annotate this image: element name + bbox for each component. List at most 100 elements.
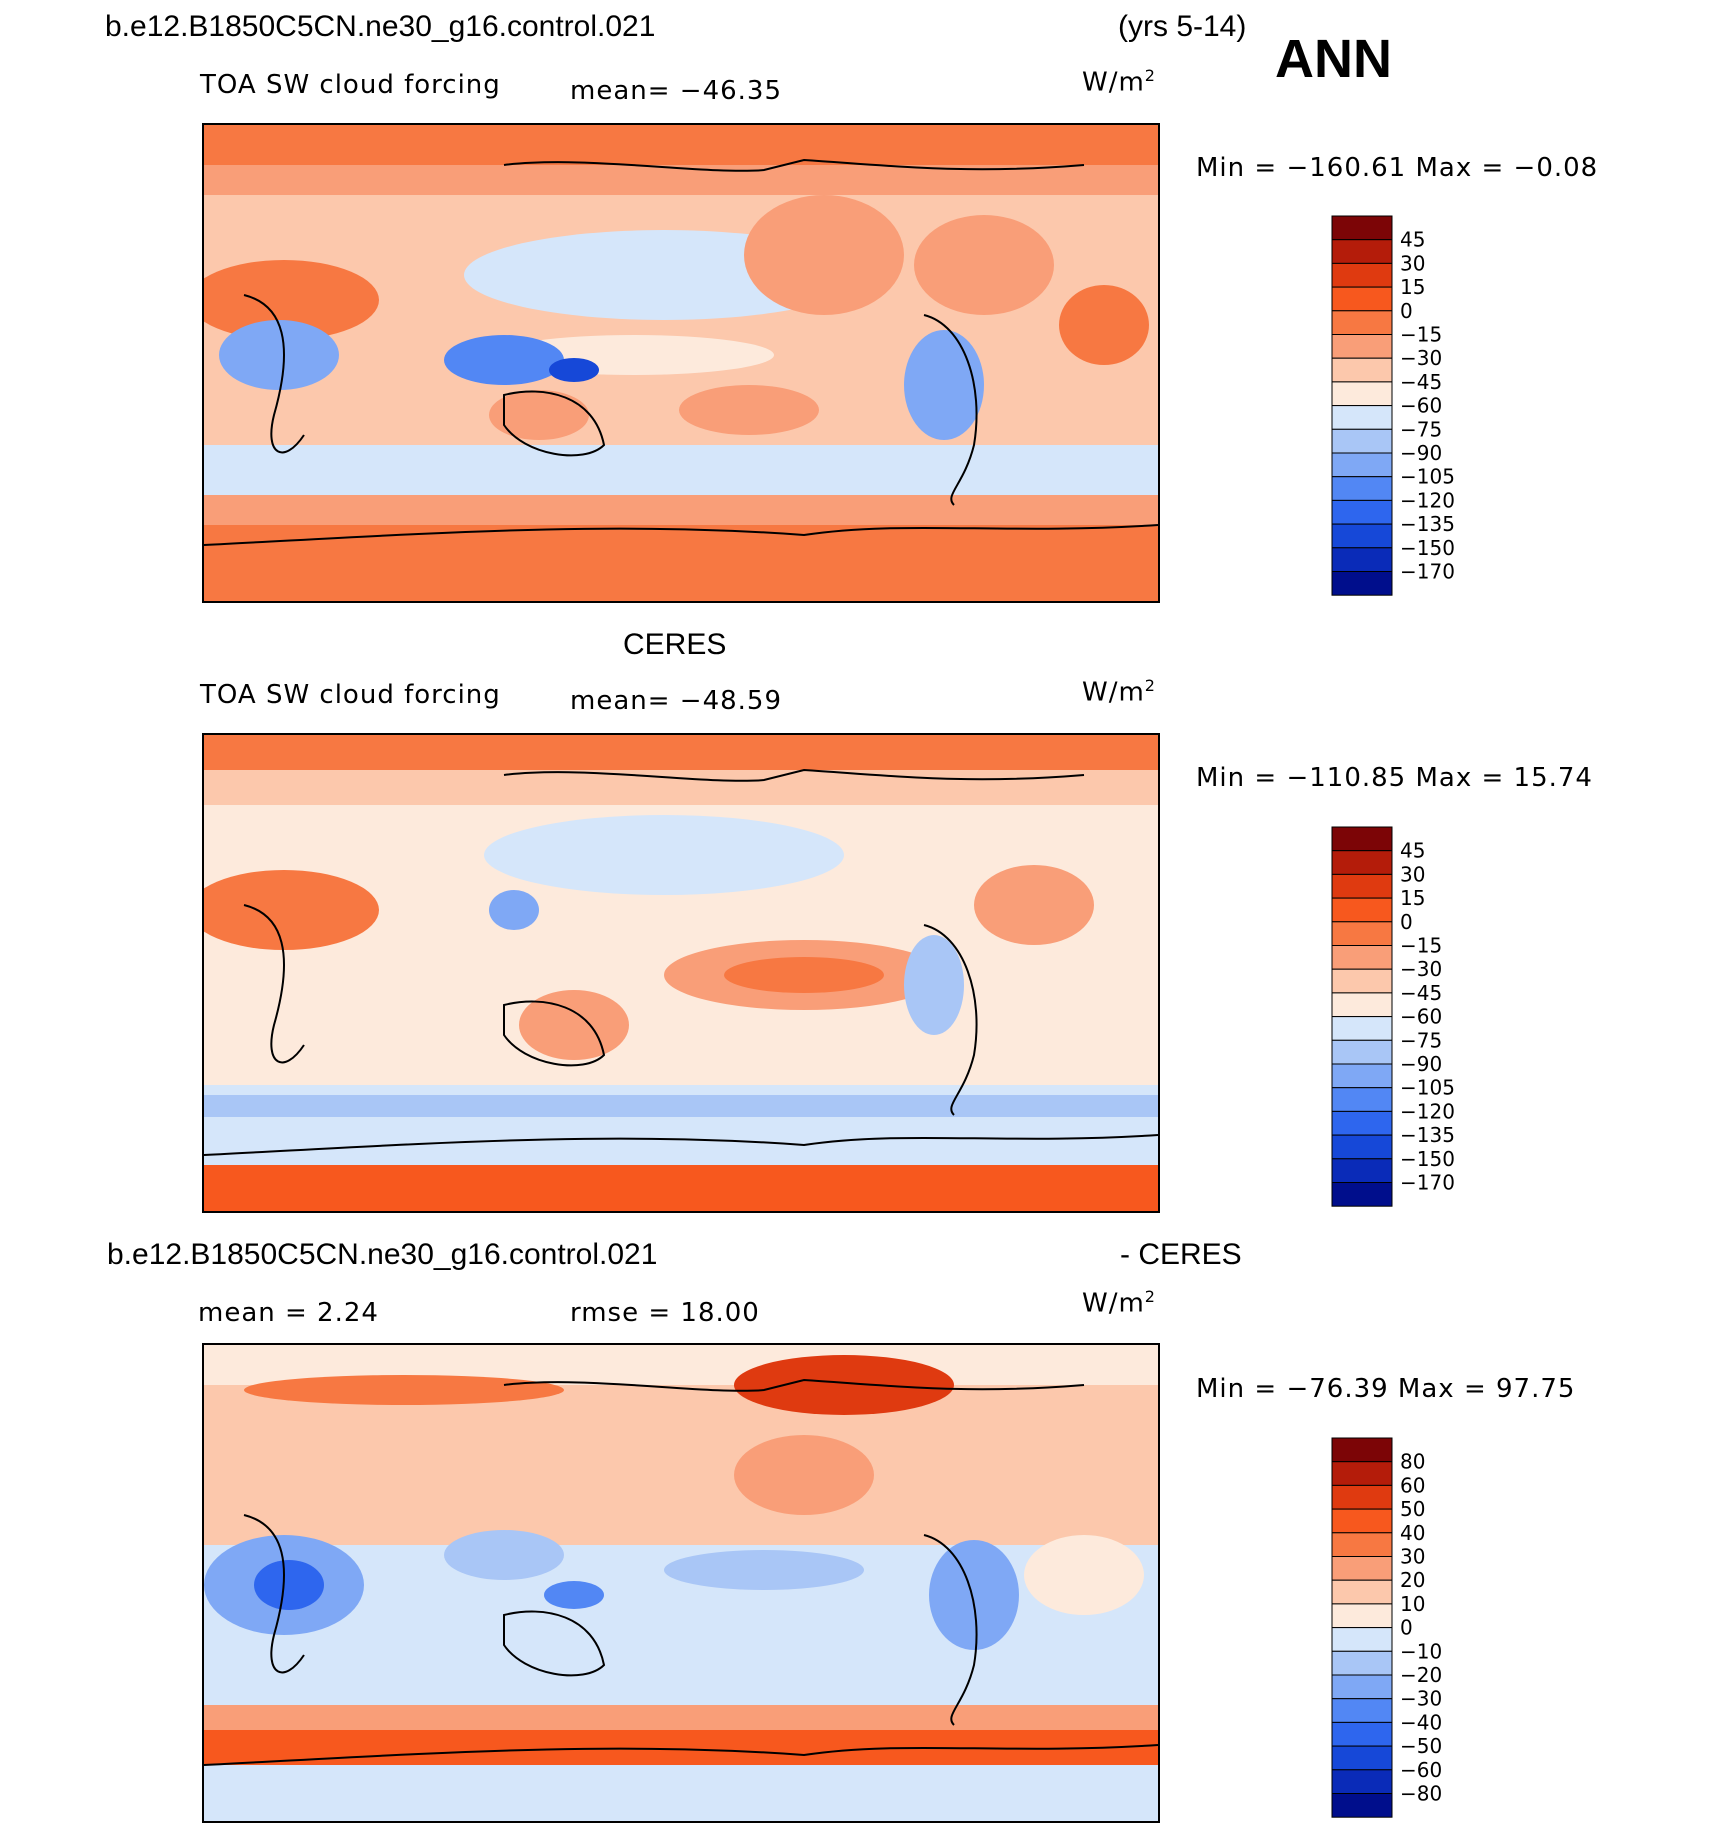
panel2-mean: mean= −48.59 — [570, 686, 783, 716]
colorbar-box — [1331, 1769, 1393, 1794]
colorbar-label: −30 — [1400, 957, 1442, 981]
colorbar-diff: 80 60 50 40 30 20 10 0 −10 −20 −30 −40 −50 −60 −80 — [1331, 1437, 1512, 1818]
colorbar-box — [1331, 1134, 1393, 1160]
colorbar-box — [1331, 1063, 1393, 1089]
panel3-rmse: rmse = 18.00 — [570, 1298, 760, 1328]
colorbar-obs: 45 30 15 0 −15 −30 −45 −60 −75 −90 −105 −120 −135 −15… — [1331, 826, 1512, 1207]
colorbar-box — [1331, 945, 1393, 970]
panel1-mean: mean= −46.35 — [570, 76, 783, 106]
colorbar-box — [1331, 1603, 1393, 1629]
colorbar-box — [1331, 476, 1393, 501]
colorbar-model-svg: 4530150−15−30−45−60−75−90−105−120−135−15… — [1331, 215, 1455, 596]
colorbar-box — [1331, 1039, 1393, 1065]
colorbar-box — [1331, 992, 1393, 1018]
panel3-title-left: b.e12.B1850C5CN.ne30_g16.control.021 — [107, 1238, 658, 1271]
colorbar-box — [1331, 1627, 1393, 1652]
map-panel-obs — [202, 733, 1160, 1213]
colorbar-label: 30 — [1400, 1545, 1425, 1569]
colorbar-box — [1331, 523, 1393, 549]
colorbar-box — [1331, 850, 1393, 875]
colorbar-label: −45 — [1400, 370, 1442, 394]
colorbar-box — [1331, 1182, 1393, 1207]
colorbar-box — [1331, 239, 1393, 264]
map-obs-svg — [204, 735, 1158, 1211]
colorbar-box — [1331, 968, 1393, 994]
colorbar-box — [1331, 1721, 1393, 1747]
colorbar-label: 15 — [1400, 275, 1425, 299]
panel2-title: CERES — [623, 628, 727, 661]
colorbar-box — [1331, 334, 1393, 359]
colorbar-box — [1331, 1484, 1393, 1510]
panel3-minmax: Min = −76.39 Max = 97.75 — [1196, 1374, 1576, 1404]
colorbar-label: 20 — [1400, 1568, 1425, 1592]
colorbar-box — [1331, 1532, 1393, 1558]
colorbar-label: −105 — [1400, 1076, 1455, 1100]
panel2-minmax: Min = −110.85 Max = 15.74 — [1196, 763, 1593, 793]
colorbar-label: 15 — [1400, 886, 1425, 910]
colorbar-label: 40 — [1400, 1521, 1425, 1545]
colorbar-label: −90 — [1400, 1052, 1442, 1076]
colorbar-label: 80 — [1400, 1450, 1425, 1474]
colorbar-box — [1331, 1461, 1393, 1486]
map-model-svg — [204, 125, 1158, 601]
colorbar-label: −20 — [1400, 1663, 1442, 1687]
colorbar-box — [1331, 428, 1393, 454]
colorbar-box — [1331, 1793, 1393, 1818]
colorbar-box — [1331, 1650, 1393, 1676]
colorbar-box — [1331, 1674, 1393, 1700]
colorbar-label: −135 — [1400, 1123, 1455, 1147]
colorbar-label: −40 — [1400, 1710, 1442, 1734]
colorbar-box — [1331, 1087, 1393, 1112]
colorbar-label: −80 — [1400, 1782, 1442, 1806]
colorbar-box — [1331, 262, 1393, 288]
colorbar-box — [1331, 571, 1393, 596]
panel1-minmax: Min = −160.61 Max = −0.08 — [1196, 153, 1599, 183]
colorbar-box — [1331, 1745, 1393, 1771]
colorbar-label: −135 — [1400, 512, 1455, 536]
colorbar-label: 0 — [1400, 1616, 1413, 1640]
colorbar-label: −30 — [1400, 346, 1442, 370]
colorbar-label: −170 — [1400, 1171, 1455, 1195]
colorbar-box — [1331, 1437, 1393, 1463]
colorbar-label: −105 — [1400, 465, 1455, 489]
colorbar-obs-svg: 4530150−15−30−45−60−75−90−105−120−135−15… — [1331, 826, 1455, 1207]
panel1-variable: TOA SW cloud forcing — [200, 70, 501, 100]
colorbar-label: −60 — [1400, 1005, 1442, 1029]
colorbar-model: 45 30 15 0 −15 −30 −45 −60 −75 −90 −105 −120 −135 −15… — [1331, 215, 1512, 596]
colorbar-label: −170 — [1400, 560, 1455, 584]
colorbar-box — [1331, 1508, 1393, 1534]
colorbar-box — [1331, 1556, 1393, 1581]
colorbar-box — [1331, 897, 1393, 923]
colorbar-box — [1331, 873, 1393, 899]
colorbar-label: 45 — [1400, 228, 1425, 252]
colorbar-label: 45 — [1400, 839, 1425, 863]
colorbar-box — [1331, 215, 1393, 241]
colorbar-label: −120 — [1400, 488, 1455, 512]
colorbar-box — [1331, 381, 1393, 407]
colorbar-box — [1331, 452, 1393, 478]
colorbar-label: 60 — [1400, 1473, 1425, 1497]
colorbar-box — [1331, 1158, 1393, 1183]
colorbar-box — [1331, 310, 1393, 336]
colorbar-label: 30 — [1400, 251, 1425, 275]
panel3-units: W/m2 — [1082, 1287, 1156, 1319]
colorbar-label: −75 — [1400, 417, 1442, 441]
colorbar-box — [1331, 921, 1393, 947]
colorbar-label: −45 — [1400, 981, 1442, 1005]
season-label: ANN — [1275, 29, 1392, 89]
colorbar-box — [1331, 357, 1393, 383]
colorbar-label: −90 — [1400, 441, 1442, 465]
colorbar-label: 50 — [1400, 1497, 1425, 1521]
colorbar-box — [1331, 1110, 1393, 1136]
colorbar-box — [1331, 499, 1393, 525]
years-label: (yrs 5-14) — [1118, 10, 1247, 43]
map-panel-model — [202, 123, 1160, 603]
colorbar-box — [1331, 286, 1393, 312]
colorbar-label: −60 — [1400, 1758, 1442, 1782]
colorbar-label: −150 — [1400, 536, 1455, 560]
map-diff-svg — [204, 1345, 1158, 1821]
case-title: b.e12.B1850C5CN.ne30_g16.control.021 — [105, 10, 656, 43]
colorbar-label: 30 — [1400, 862, 1425, 886]
colorbar-box — [1331, 547, 1393, 572]
